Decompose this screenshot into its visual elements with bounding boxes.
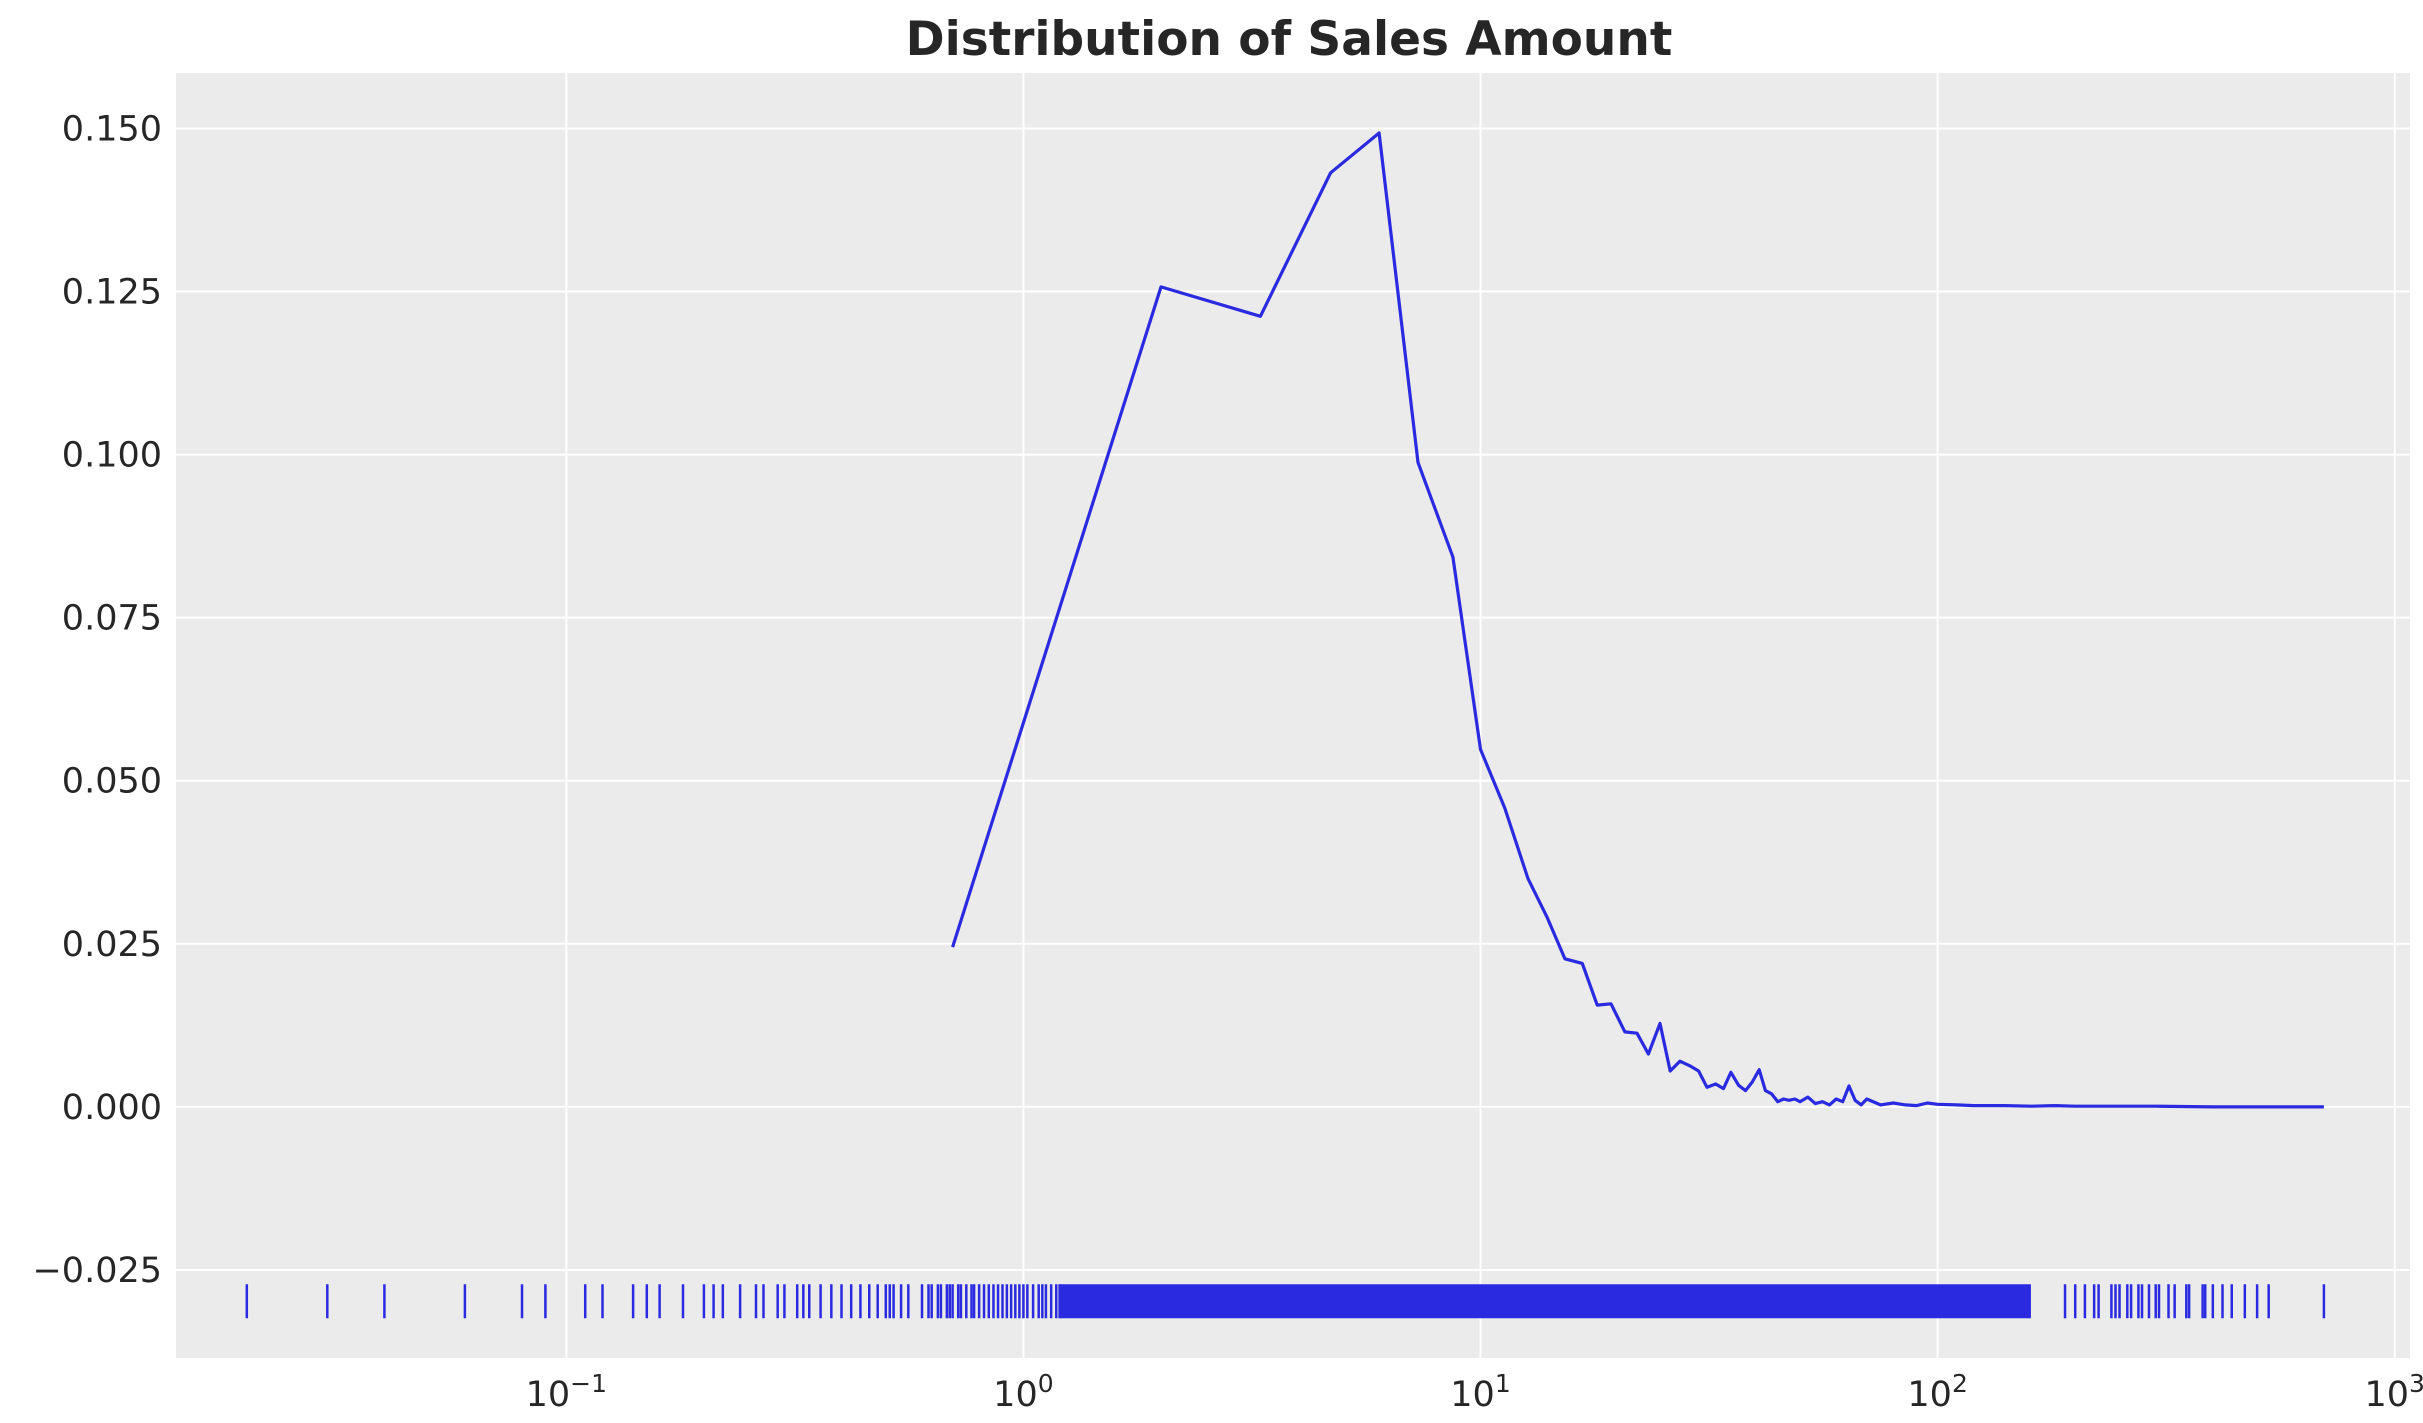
y-axis-tick-labels: −0.025 0.000 0.025 0.050 0.075 0.100 0.125 0.15… <box>32 109 162 1290</box>
x-tick-label: 103 <box>2364 1369 2423 1415</box>
x-axis-tick-labels: 10−1 100 101 102 103 <box>526 1369 2423 1415</box>
x-tick-label: 102 <box>1907 1369 1967 1415</box>
y-tick-label: 0.150 <box>62 109 162 149</box>
grid-lines <box>176 73 2410 1358</box>
chart-title: Distribution of Sales Amount <box>906 12 1673 67</box>
x-tick-label: 100 <box>993 1369 1053 1415</box>
y-tick-label: 0.050 <box>62 762 162 802</box>
y-tick-label: 0.075 <box>62 599 162 639</box>
y-tick-label: 0.000 <box>62 1088 162 1128</box>
y-tick-label: −0.025 <box>32 1251 162 1291</box>
density-series <box>951 131 2324 1109</box>
x-tick-label: 101 <box>1450 1369 1510 1415</box>
rug-marks <box>245 1284 2326 1319</box>
y-tick-label: 0.100 <box>62 436 162 476</box>
rug-dense-band <box>1059 1284 2031 1319</box>
x-tick-label: 10−1 <box>526 1369 607 1415</box>
plot-area <box>176 73 2410 1358</box>
density-line <box>951 131 2324 1109</box>
y-tick-label: 0.125 <box>62 273 162 313</box>
y-tick-label: 0.025 <box>62 925 162 965</box>
